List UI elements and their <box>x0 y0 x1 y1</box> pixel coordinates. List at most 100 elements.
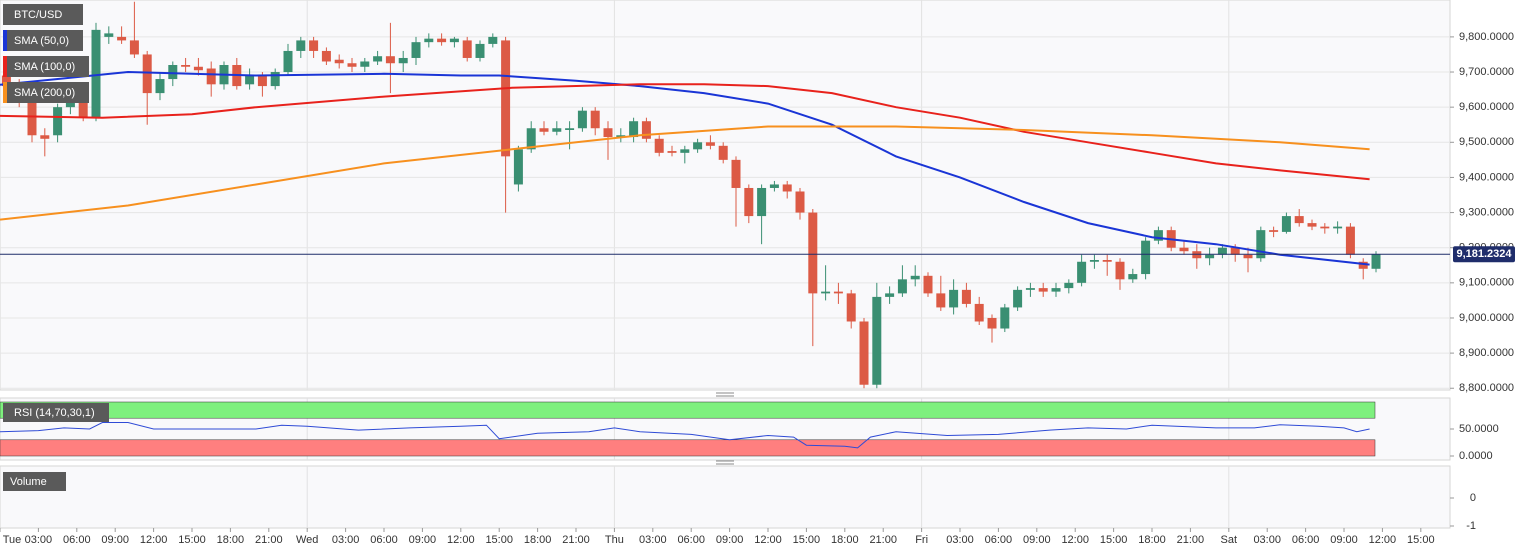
candle-body <box>1013 289 1023 308</box>
candle-body <box>629 121 639 138</box>
candle-body <box>1294 216 1304 224</box>
candle-body <box>1358 261 1368 269</box>
candle-body <box>424 38 434 43</box>
x-tick-label: 18:00 <box>1138 534 1166 546</box>
candle-body <box>1102 260 1112 262</box>
x-tick-label: 15:00 <box>485 534 513 546</box>
x-tick-label: 09:00 <box>716 534 744 546</box>
x-tick-label: 03:00 <box>332 534 360 546</box>
candle-body <box>654 138 664 153</box>
candle-body <box>1089 260 1099 262</box>
candle-body <box>731 159 741 188</box>
candle-body <box>168 65 178 80</box>
volume-panel <box>0 465 1451 529</box>
candle-body <box>616 135 626 138</box>
candle-body <box>347 63 357 67</box>
y-tick-label: 8,900.0000 <box>1459 347 1514 359</box>
x-tick-label: 06:00 <box>1292 534 1320 546</box>
legend: BTC/USD SMA (50,0) SMA (100,0) SMA (200,… <box>3 4 109 491</box>
candle-body <box>117 36 127 41</box>
candle-body <box>1128 274 1138 280</box>
y-tick-label: 50.0000 <box>1459 423 1499 435</box>
y-tick-label: 9,000.0000 <box>1459 312 1514 324</box>
price-tag-label: 9,181.2324 <box>1456 248 1512 260</box>
candle-body <box>513 149 523 185</box>
candle-body <box>552 128 562 132</box>
x-tick-label: 03:00 <box>25 534 53 546</box>
x-tick-label: 06:00 <box>370 534 398 546</box>
x-tick-label: 21:00 <box>1177 534 1205 546</box>
candle-body <box>795 191 805 213</box>
y-tick-label: 9,700.0000 <box>1459 66 1514 78</box>
candle-body <box>693 142 703 150</box>
x-tick-label: 15:00 <box>1100 534 1128 546</box>
candle-body <box>667 151 677 153</box>
candle-body <box>872 296 882 385</box>
candle-body <box>782 184 792 192</box>
candle-body <box>373 56 383 62</box>
candle-body <box>270 72 280 87</box>
x-tick-label: Fri <box>915 534 928 546</box>
legend-box <box>3 403 109 422</box>
candle-body <box>385 56 395 64</box>
x-tick-label: 18:00 <box>831 534 859 546</box>
candle-body <box>1038 288 1048 292</box>
x-tick-label: 15:00 <box>1407 534 1435 546</box>
y-tick-label: 8,800.0000 <box>1459 382 1514 394</box>
candle-body <box>462 40 472 58</box>
candle-body <box>27 100 37 136</box>
x-tick-label: 12:00 <box>1369 534 1397 546</box>
y-tick-label: 0.0000 <box>1459 450 1493 462</box>
x-tick-label: 09:00 <box>101 534 129 546</box>
candle-body <box>821 291 831 294</box>
candle-body <box>449 38 459 43</box>
candle-body <box>360 61 370 67</box>
x-tick-label: 21:00 <box>562 534 590 546</box>
y-tick-label: -1 <box>1466 520 1476 532</box>
x-tick-label: 09:00 <box>1330 534 1358 546</box>
candle-body <box>680 149 690 153</box>
oversold-zone <box>0 439 1376 457</box>
candle-body <box>641 121 651 139</box>
candle-body <box>206 68 216 85</box>
candle-body <box>526 128 536 150</box>
y-tick-label: 9,400.0000 <box>1459 171 1514 183</box>
candle-body <box>1307 223 1317 227</box>
candle-body <box>1000 307 1010 329</box>
x-tick-label: 21:00 <box>255 534 283 546</box>
candle-body <box>104 33 114 37</box>
candle-body <box>987 317 997 329</box>
x-tick-label: 06:00 <box>677 534 705 546</box>
legend-box <box>3 56 89 77</box>
sma-line <box>0 70 1370 266</box>
x-tick-label: 18:00 <box>217 534 245 546</box>
candle-body <box>1205 254 1215 259</box>
legend-swatch <box>3 56 7 77</box>
legend-label: SMA (200,0) <box>14 87 75 99</box>
candle-body <box>808 212 818 294</box>
candle-body <box>334 59 344 64</box>
candle-body <box>398 57 408 64</box>
candle-body <box>1333 226 1343 229</box>
candle-body <box>257 75 267 87</box>
x-tick-label: 12:00 <box>447 534 475 546</box>
volume-label: Volume <box>10 476 47 488</box>
candle-body <box>475 43 485 58</box>
candle-body <box>846 293 856 322</box>
price-tag <box>1453 246 1515 263</box>
candle-body <box>769 184 779 188</box>
main-panel <box>0 0 1451 391</box>
candle-body <box>437 38 447 43</box>
candle-body <box>718 145 728 160</box>
candle-body <box>1179 247 1189 252</box>
candle-body <box>1115 261 1125 280</box>
candle-body <box>411 42 421 58</box>
candle-body <box>859 321 869 385</box>
resize-handle[interactable] <box>716 392 734 465</box>
x-tick-label: Tue <box>3 534 22 546</box>
candle-body <box>949 289 959 308</box>
x-tick-label: 12:00 <box>754 534 782 546</box>
candle-body <box>565 128 575 130</box>
candle-body <box>603 128 613 138</box>
